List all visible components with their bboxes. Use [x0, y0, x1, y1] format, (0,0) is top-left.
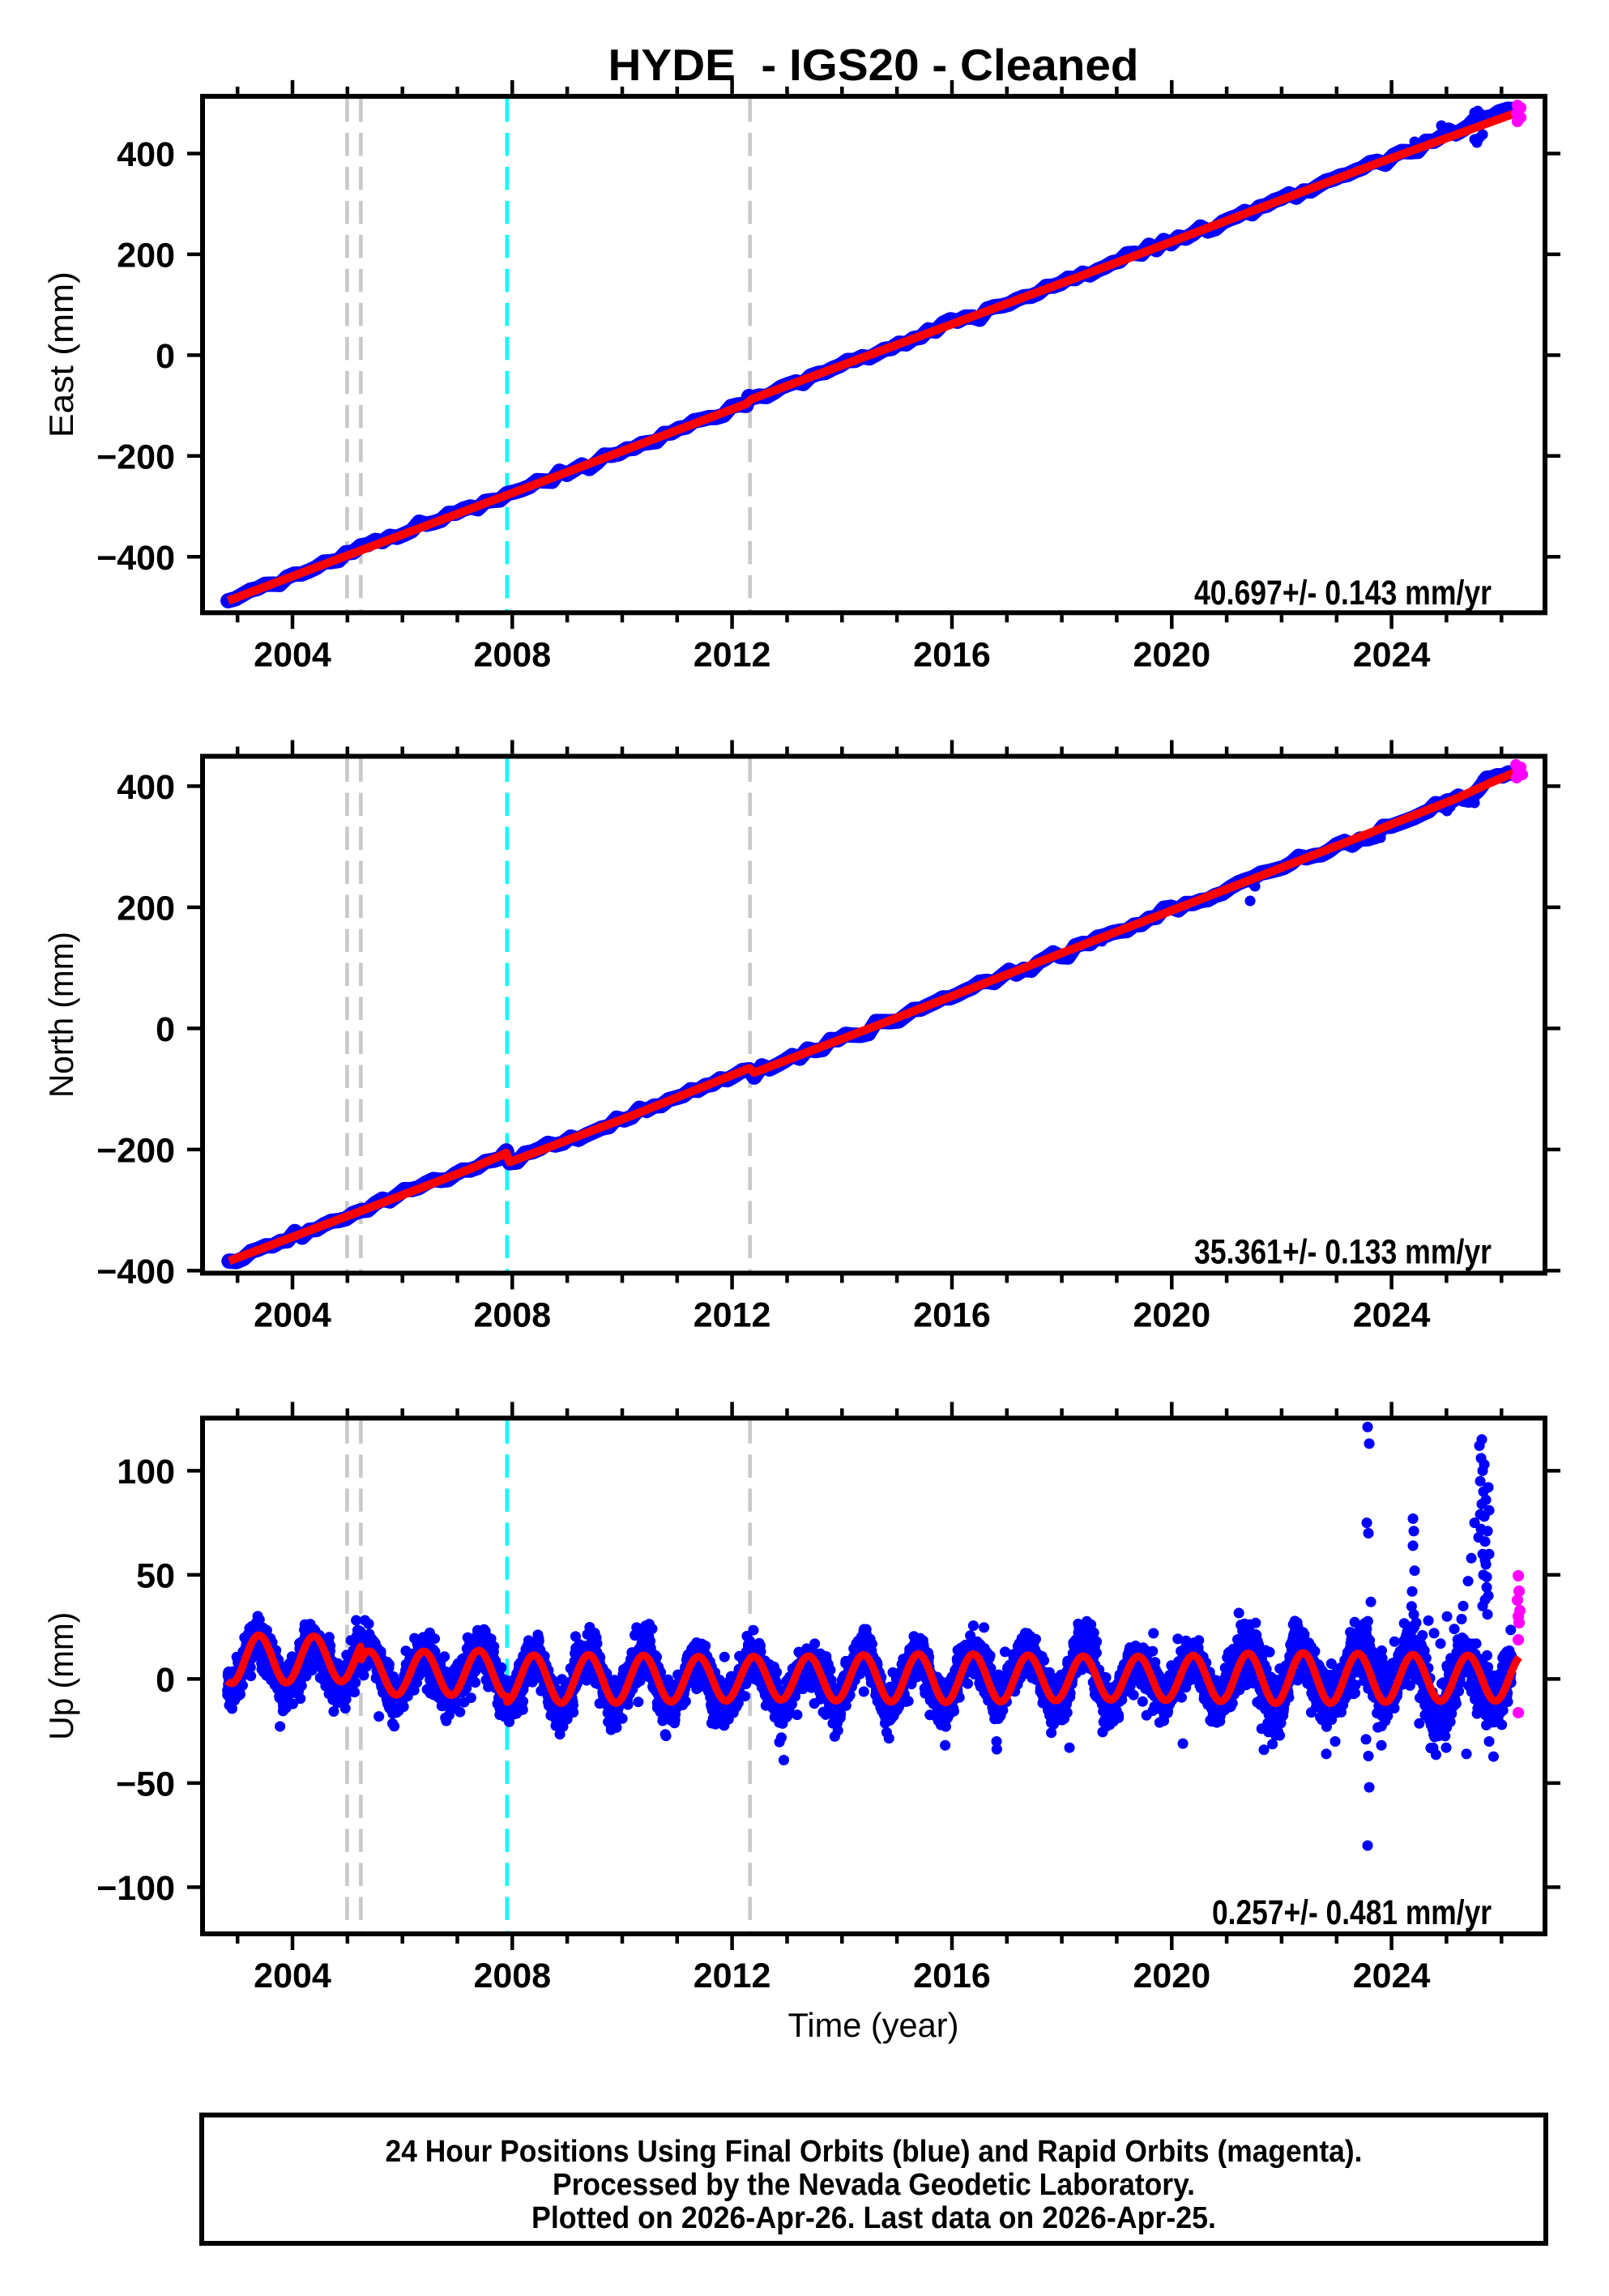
svg-text:2016: 2016 — [913, 635, 991, 674]
svg-text:2012: 2012 — [694, 1296, 771, 1335]
svg-text:2012: 2012 — [694, 635, 771, 674]
svg-text:2020: 2020 — [1133, 1957, 1210, 1995]
svg-text:2024: 2024 — [1353, 635, 1431, 674]
svg-text:24 Hour Positions Using Final: 24 Hour Positions Using Final Orbits (bl… — [386, 2135, 1363, 2169]
svg-text:2024: 2024 — [1353, 1296, 1431, 1335]
svg-text:2004: 2004 — [254, 1296, 331, 1335]
svg-text:Time (year): Time (year) — [788, 2006, 959, 2044]
svg-text:2008: 2008 — [473, 1957, 551, 1995]
svg-text:2016: 2016 — [913, 1296, 991, 1335]
svg-text:2008: 2008 — [473, 635, 551, 674]
svg-text:Up (mm): Up (mm) — [42, 1612, 80, 1740]
svg-text:Plotted on 2026-Apr-26. Last d: Plotted on 2026-Apr-26. Last data on 202… — [531, 2201, 1216, 2235]
svg-text:2016: 2016 — [913, 1957, 991, 1995]
svg-text:2012: 2012 — [694, 1957, 771, 1995]
svg-text:−100: −100 — [96, 1869, 175, 1908]
svg-text:200: 200 — [117, 236, 175, 275]
svg-text:200: 200 — [117, 889, 175, 928]
svg-text:400: 400 — [117, 135, 175, 174]
svg-text:100: 100 — [117, 1453, 175, 1492]
svg-text:East (mm): East (mm) — [42, 271, 80, 437]
svg-text:40.697+/- 0.143 mm/yr: 40.697+/- 0.143 mm/yr — [1194, 574, 1492, 612]
svg-text:2008: 2008 — [473, 1296, 551, 1335]
svg-text:Processed by the Nevada Geodet: Processed by the Nevada Geodetic Laborat… — [553, 2168, 1195, 2202]
svg-text:35.361+/- 0.133 mm/yr: 35.361+/- 0.133 mm/yr — [1194, 1234, 1492, 1272]
svg-text:0.257+/- 0.481 mm/yr: 0.257+/- 0.481 mm/yr — [1212, 1894, 1492, 1932]
svg-text:0: 0 — [156, 1661, 175, 1700]
svg-text:−400: −400 — [96, 539, 175, 578]
svg-text:North (mm): North (mm) — [42, 932, 80, 1098]
svg-text:−400: −400 — [96, 1253, 175, 1291]
svg-text:2020: 2020 — [1133, 635, 1210, 674]
svg-text:−50: −50 — [116, 1765, 175, 1803]
svg-text:0: 0 — [156, 1010, 175, 1049]
svg-text:HYDE - IGS20 - Cleaned: HYDE - IGS20 - Cleaned — [608, 41, 1139, 90]
svg-text:2020: 2020 — [1133, 1296, 1210, 1335]
svg-text:−200: −200 — [96, 437, 175, 476]
svg-text:0: 0 — [156, 337, 175, 376]
svg-text:2004: 2004 — [254, 635, 331, 674]
svg-text:400: 400 — [117, 768, 175, 807]
svg-text:2024: 2024 — [1353, 1957, 1431, 1995]
svg-text:50: 50 — [136, 1556, 175, 1595]
svg-text:−200: −200 — [96, 1131, 175, 1170]
svg-text:2004: 2004 — [254, 1957, 331, 1995]
